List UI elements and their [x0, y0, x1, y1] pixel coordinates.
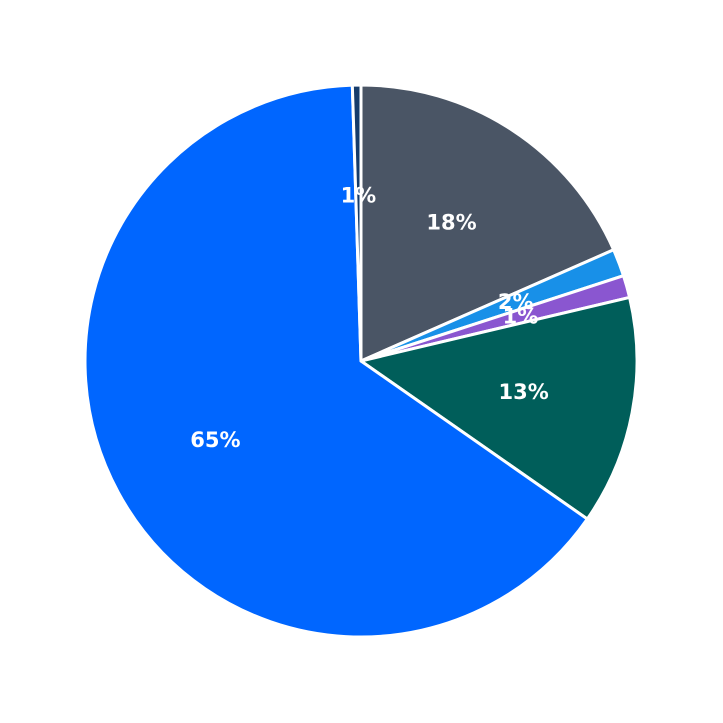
slice-label-3: 13%	[499, 380, 549, 404]
pie-slices	[83, 83, 639, 639]
pie-slice-4	[83, 83, 589, 639]
pie-slice-5	[350, 83, 363, 363]
slice-label-0: 18%	[426, 210, 476, 234]
pie-slice-0	[359, 83, 616, 363]
slice-label-1: 2%	[498, 290, 534, 314]
pie-slice-3	[359, 295, 639, 521]
slice-label-4: 65%	[190, 428, 240, 452]
pie-labels: 18%2%1%13%65%1%	[190, 183, 549, 451]
slice-label-5: 1%	[341, 183, 377, 207]
slice-label-2: 1%	[503, 304, 539, 328]
